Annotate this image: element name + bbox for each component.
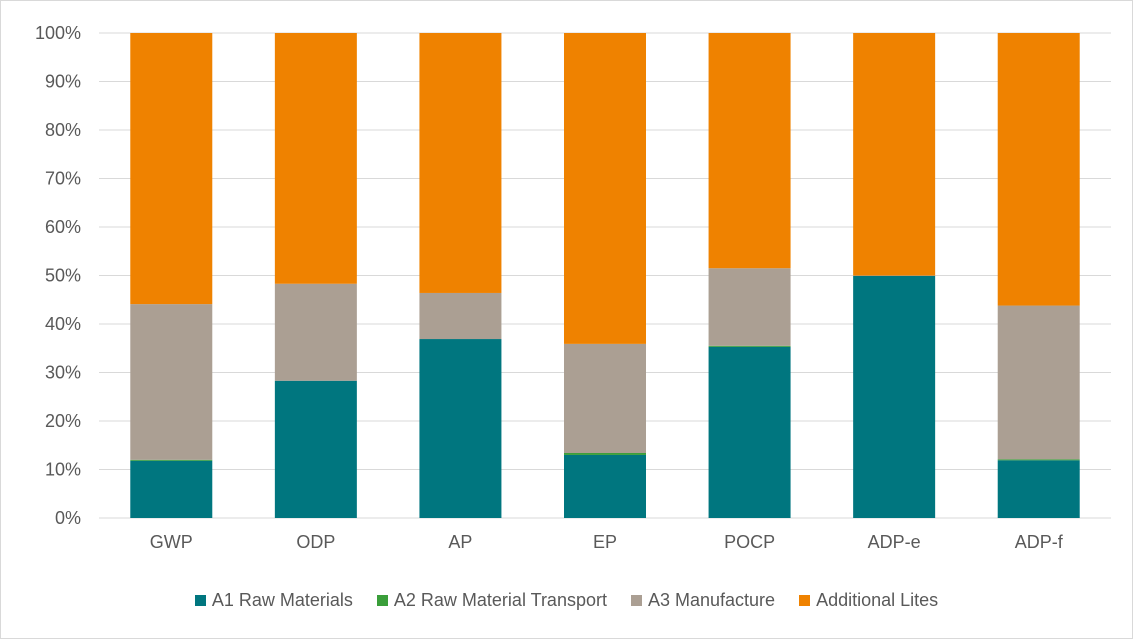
x-tick-label: EP [593,532,617,552]
bar-segment [564,33,646,344]
x-tick-label: AP [448,532,472,552]
legend-item: A3 Manufacture [630,590,776,611]
bar-segment [997,305,1080,460]
bar-segment [708,33,791,269]
bar-segment [564,343,646,454]
y-tick-label: 70% [45,169,81,189]
bar-segment [708,346,791,518]
x-tick-label: ADP-e [868,532,921,552]
bar-segment [853,275,936,518]
y-tick-label: 30% [45,363,81,383]
bar-segment [130,459,213,461]
y-tick-label: 10% [45,460,81,480]
bar-segment [419,33,502,293]
legend-swatch [630,595,642,606]
y-tick-label: 50% [45,266,81,286]
legend-swatch [376,595,388,606]
bar-segment [130,304,213,460]
bar-segment [274,380,357,518]
bar-segment [997,460,1080,518]
bar-segment [419,339,502,518]
y-tick-label: 0% [55,508,81,528]
x-tick-label: ADP-f [1015,532,1064,552]
bar-segment [564,454,646,518]
y-tick-label: 60% [45,217,81,237]
legend-swatch [194,595,206,606]
bar-segment [997,459,1080,461]
y-tick-label: 80% [45,120,81,140]
legend-item: Additional Lites [799,590,938,611]
y-tick-label: 40% [45,314,81,334]
y-tick-label: 90% [45,72,81,92]
bar-segment [274,283,357,381]
bar-segment [997,33,1080,306]
legend-label: Additional Lites [816,590,939,610]
y-tick-label: 100% [35,23,81,43]
bars [130,33,1080,518]
bar-segment [130,33,213,305]
bar-segment [130,460,213,518]
x-tick-label: POCP [724,532,775,552]
legend-item: A1 Raw Materials [194,590,353,611]
legend: A1 Raw Materials A2 Raw Material Transpor… [1,590,1132,611]
bar-segment [708,268,791,346]
y-axis-ticks: 0% 10% 20% 30% 40% 50% 60% 70% 80% 90% 100% [35,23,81,528]
y-tick-label: 20% [45,411,81,431]
legend-label: A3 Manufacture [647,590,776,610]
legend-label: A1 Raw Materials [211,590,353,610]
legend-item: A2 Raw Material Transport [376,590,607,611]
legend-swatch [799,595,811,606]
x-axis-ticks: GWP ODP AP EP POCP ADP-e ADP-f [150,532,1064,552]
bar-segment [564,453,646,455]
x-tick-label: GWP [150,532,193,552]
legend-label: A2 Raw Material Transport [393,590,607,610]
bar-segment [708,345,791,347]
bar-segment [853,33,936,276]
bar-segment [274,33,357,284]
bar-segment [419,292,502,340]
x-tick-label: ODP [296,532,335,552]
